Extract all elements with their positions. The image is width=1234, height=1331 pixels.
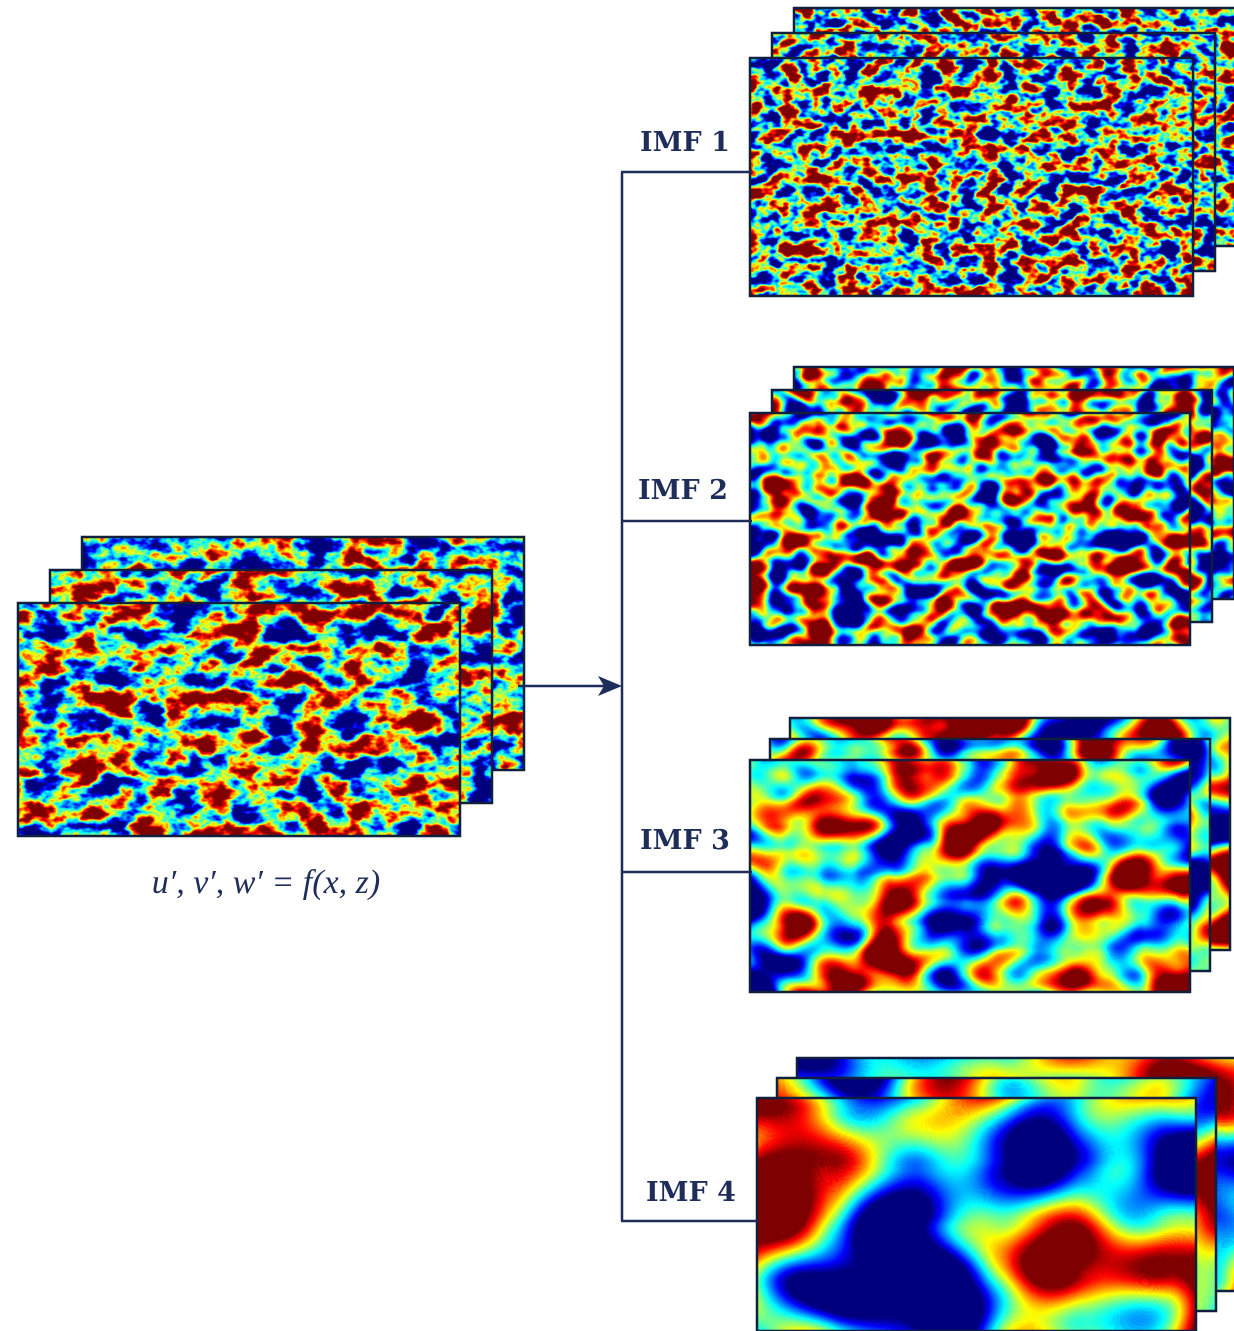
branch-label: IMF 1 — [640, 127, 730, 158]
field-stack — [757, 1058, 1234, 1331]
field-image — [750, 760, 1190, 992]
field-image — [757, 1098, 1196, 1331]
connectors — [518, 172, 758, 1221]
branch-label: IMF 2 — [638, 475, 728, 506]
branch-label: IMF 4 — [646, 1177, 736, 1208]
field-image — [750, 413, 1190, 645]
field-stack — [750, 718, 1230, 992]
branch-label: IMF 3 — [640, 825, 730, 856]
input-formula: u′, v′, w′ = f(x, z) — [152, 864, 380, 901]
field-stack — [750, 367, 1234, 645]
field-stack — [18, 537, 524, 836]
field-image — [750, 58, 1193, 296]
field-image — [18, 603, 460, 836]
diagram: u′, v′, w′ = f(x, z) IMF 1 IMF 2 IMF 3 I… — [0, 0, 1234, 1331]
field-stack — [750, 8, 1234, 296]
